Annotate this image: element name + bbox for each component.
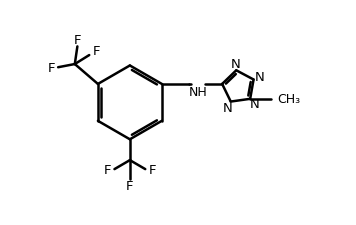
Text: F: F	[47, 61, 55, 74]
Text: F: F	[93, 45, 100, 57]
Text: CH₃: CH₃	[277, 92, 300, 105]
Text: F: F	[126, 180, 134, 192]
Text: N: N	[230, 58, 240, 70]
Text: NH: NH	[189, 85, 208, 98]
Text: N: N	[250, 98, 260, 111]
Text: N: N	[255, 71, 265, 83]
Text: F: F	[104, 163, 111, 176]
Text: F: F	[148, 163, 156, 176]
Text: N: N	[222, 102, 232, 115]
Text: F: F	[74, 34, 81, 47]
